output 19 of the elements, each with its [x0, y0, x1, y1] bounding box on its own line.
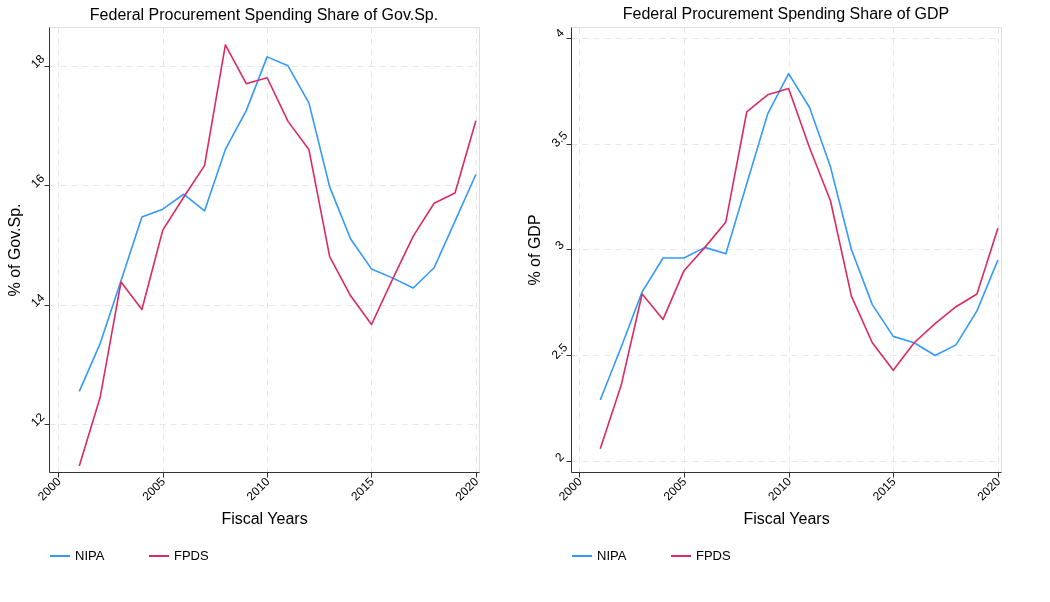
y-tick-label: 2.5	[548, 339, 571, 362]
y-tick-label: 2	[552, 449, 568, 465]
x-axis-title: Fiscal Years	[221, 509, 308, 527]
chart-title: Federal Procurement Spending Share of Gov.Sp.	[89, 6, 439, 23]
y-tick-label: 3	[552, 237, 568, 253]
chart-title: Federal Procurement Spending Share of GDP	[622, 5, 950, 23]
y-tick-label: 16	[27, 170, 48, 191]
y-tick-label: 18	[27, 51, 48, 72]
legend-label: FPDS	[174, 548, 209, 563]
y-tick-label: 3.5	[548, 128, 571, 150]
y-tick-label: 12	[27, 409, 48, 430]
legend-label: NIPA	[75, 548, 105, 563]
y-axis-title: % of GDP	[526, 214, 544, 286]
x-axis-title: Fiscal Years	[743, 509, 830, 527]
legend-label: FPDS	[696, 548, 731, 563]
legend-label: NIPA	[597, 548, 627, 563]
y-tick-label: 4	[552, 25, 568, 41]
y-axis-title: % of Gov.Sp.	[5, 203, 23, 297]
y-tick-label: 14	[27, 290, 48, 310]
